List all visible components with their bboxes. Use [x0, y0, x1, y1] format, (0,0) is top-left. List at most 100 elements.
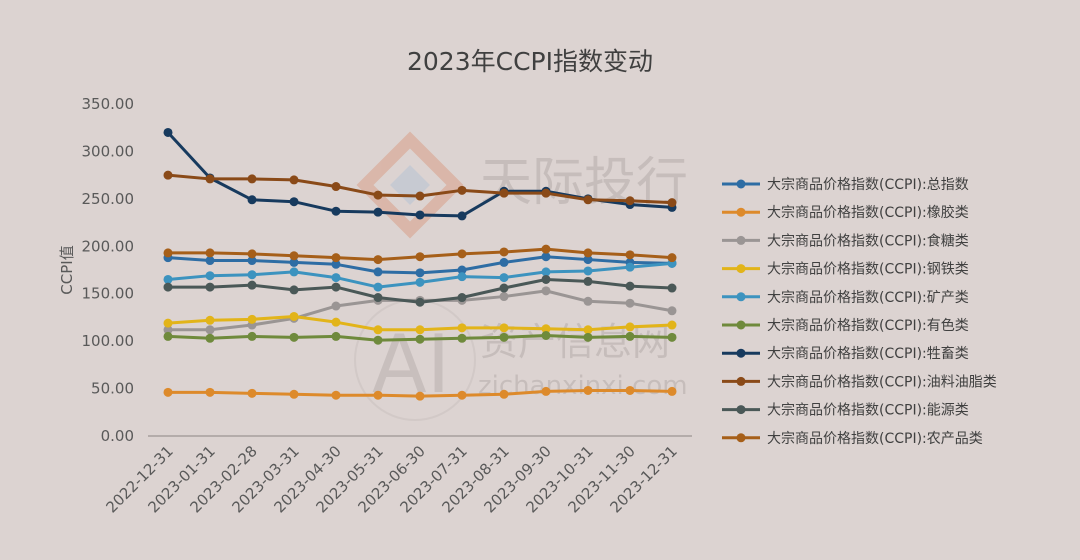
data-point	[247, 270, 257, 280]
data-point	[541, 324, 551, 334]
data-point	[457, 333, 467, 343]
data-point	[583, 385, 593, 395]
data-point	[289, 257, 299, 267]
data-point	[331, 182, 341, 192]
data-point	[163, 127, 173, 137]
series-group	[163, 127, 677, 401]
data-point	[541, 330, 551, 340]
data-point	[331, 317, 341, 327]
data-point	[499, 323, 509, 333]
data-point	[247, 314, 257, 324]
data-point	[625, 331, 635, 341]
data-point	[541, 188, 551, 198]
legend-swatch-marker	[736, 348, 746, 358]
data-point	[289, 267, 299, 277]
legend-swatch-marker	[736, 433, 746, 443]
data-point	[583, 332, 593, 342]
legend-item: 大宗商品价格指数(CCPI):牲畜类	[722, 346, 969, 362]
y-tick-label: 150.00	[82, 285, 135, 303]
data-point	[583, 276, 593, 286]
data-point	[667, 253, 677, 263]
legend-item: 大宗商品价格指数(CCPI):农产品类	[722, 431, 983, 447]
data-point	[583, 248, 593, 258]
data-point	[667, 306, 677, 316]
data-point	[499, 257, 509, 267]
data-point	[373, 335, 383, 345]
data-point	[457, 293, 467, 303]
data-point	[373, 282, 383, 292]
data-point	[541, 386, 551, 396]
data-point	[247, 256, 257, 266]
data-point	[205, 315, 215, 325]
data-point	[667, 198, 677, 208]
data-point	[331, 282, 341, 292]
legend-label: 大宗商品价格指数(CCPI):农产品类	[767, 431, 983, 447]
y-tick-label: 100.00	[82, 332, 135, 350]
data-point	[625, 196, 635, 206]
watermark-top-text: 天际投行	[480, 153, 688, 213]
data-point	[205, 248, 215, 258]
data-point	[289, 332, 299, 342]
y-tick-label: 0.00	[101, 427, 134, 445]
legend-swatch-marker	[736, 292, 746, 302]
data-point	[331, 301, 341, 311]
data-point	[415, 252, 425, 262]
y-tick-label: 250.00	[82, 190, 135, 208]
data-point	[541, 267, 551, 277]
data-point	[289, 197, 299, 207]
series-8	[163, 170, 677, 208]
data-point	[541, 252, 551, 262]
data-point	[373, 190, 383, 200]
legend-swatch-marker	[736, 320, 746, 330]
legend-item: 大宗商品价格指数(CCPI):总指数	[722, 177, 969, 193]
data-point	[205, 325, 215, 335]
data-point	[289, 389, 299, 399]
data-point	[457, 211, 467, 221]
y-tick-label: 200.00	[82, 237, 135, 255]
legend-swatch-marker	[736, 405, 746, 415]
data-point	[331, 206, 341, 216]
legend-item: 大宗商品价格指数(CCPI):钢铁类	[722, 262, 969, 278]
data-point	[457, 390, 467, 400]
legend-swatch-marker	[736, 179, 746, 189]
data-point	[163, 282, 173, 292]
data-point	[625, 281, 635, 291]
legend-label: 大宗商品价格指数(CCPI):有色类	[767, 317, 969, 334]
legend-item: 大宗商品价格指数(CCPI):有色类	[722, 317, 969, 334]
data-point	[457, 265, 467, 275]
y-tick-label: 350.00	[82, 95, 135, 113]
watermark: 天际投行 AI 资产信息网 zichanxinxi.com	[354, 131, 688, 421]
data-point	[415, 334, 425, 344]
data-point	[415, 391, 425, 401]
data-point	[457, 249, 467, 259]
data-point	[331, 331, 341, 341]
data-point	[205, 256, 215, 266]
data-point	[373, 267, 383, 277]
legend-item: 大宗商品价格指数(CCPI):油料油脂类	[722, 374, 997, 390]
data-point	[541, 274, 551, 284]
data-point	[499, 283, 509, 293]
data-point	[163, 274, 173, 284]
data-point	[373, 390, 383, 400]
data-point	[289, 311, 299, 321]
legend-swatch-marker	[736, 207, 746, 217]
data-point	[331, 390, 341, 400]
data-point	[163, 387, 173, 397]
data-point	[583, 195, 593, 205]
data-point	[667, 320, 677, 330]
data-point	[247, 195, 257, 205]
data-point	[499, 247, 509, 257]
data-point	[289, 251, 299, 261]
data-point	[415, 297, 425, 307]
legend-label: 大宗商品价格指数(CCPI):油料油脂类	[767, 374, 997, 390]
legend-label: 大宗商品价格指数(CCPI):食糖类	[767, 232, 969, 249]
data-point	[499, 273, 509, 283]
series-2	[163, 385, 677, 401]
data-point	[583, 255, 593, 265]
data-point	[205, 387, 215, 397]
data-point	[415, 325, 425, 335]
legend-item: 大宗商品价格指数(CCPI):能源类	[722, 403, 969, 419]
data-point	[247, 280, 257, 290]
data-point	[373, 255, 383, 265]
legend-label: 大宗商品价格指数(CCPI):总指数	[767, 177, 969, 193]
